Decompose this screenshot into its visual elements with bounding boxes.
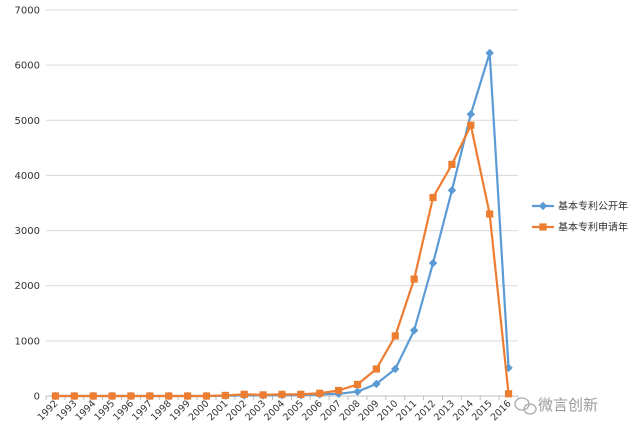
x-tick-label: 2012	[413, 398, 438, 423]
data-point	[409, 326, 419, 335]
data-point	[70, 392, 78, 400]
data-point	[485, 48, 494, 58]
data-point	[127, 392, 135, 400]
series-line	[55, 51, 510, 398]
data-point	[184, 392, 192, 400]
legend-label: 基本专利申请年	[558, 221, 628, 234]
x-tick-label: 1994	[73, 398, 98, 423]
data-point	[278, 390, 286, 398]
y-tick-label: 5000	[15, 116, 40, 127]
x-tick-label: 2005	[281, 398, 306, 423]
y-tick-label: 4000	[15, 171, 40, 182]
x-tick-label: 2008	[338, 398, 363, 423]
series	[51, 48, 513, 401]
x-tick-label: 2013	[432, 398, 457, 423]
data-point	[297, 390, 305, 398]
x-tick-label: 2004	[262, 398, 287, 423]
x-tick-label: 2002	[224, 398, 249, 423]
data-point	[259, 391, 267, 399]
data-point	[428, 258, 438, 268]
legend-entry: 基本专利公开年	[532, 200, 628, 213]
data-point	[51, 392, 60, 400]
data-point	[221, 391, 229, 400]
data-point	[467, 121, 475, 129]
wechat-icon	[514, 397, 537, 415]
watermark: 微言创新	[514, 396, 598, 415]
data-point	[335, 386, 343, 395]
x-tick-label: 2010	[376, 398, 401, 423]
x-tick-label: 2006	[300, 398, 325, 423]
data-point	[486, 210, 494, 218]
x-tick-label: 2014	[451, 398, 476, 423]
x-tick-label: 2011	[394, 398, 419, 423]
watermark-text: 微言创新	[538, 396, 598, 414]
x-tick-labels: 1992199319941995199619971998199920002001…	[36, 398, 514, 423]
data-point	[108, 392, 116, 400]
legend-marker	[539, 223, 547, 231]
series-line	[55, 124, 510, 398]
x-tick-label: 2009	[357, 398, 382, 423]
data-point	[410, 275, 418, 283]
y-tick-label: 3000	[15, 226, 40, 237]
data-point	[372, 379, 381, 389]
x-tick-label: 1995	[92, 398, 117, 423]
data-point	[240, 390, 248, 398]
data-point	[165, 392, 173, 400]
legend-marker	[538, 201, 548, 211]
x-tick-label: 2007	[319, 398, 344, 423]
series-1	[51, 48, 513, 401]
data-point	[353, 387, 362, 396]
x-tick-label: 2000	[187, 398, 212, 423]
series-2	[51, 121, 513, 400]
data-point	[504, 390, 513, 398]
x-tick-label: 2015	[470, 398, 495, 423]
x-tick-label: 2001	[206, 398, 231, 423]
x-tick-label: 2003	[243, 398, 268, 423]
x-tick-label: 1993	[55, 398, 80, 423]
x-tick-label: 1998	[149, 398, 174, 423]
y-tick-label: 1000	[15, 336, 40, 347]
data-point	[202, 392, 211, 400]
y-tick-label: 0	[34, 392, 40, 403]
x-tick-label: 2016	[489, 398, 514, 423]
legend-entry: 基本专利申请年	[532, 221, 628, 234]
data-point	[448, 160, 456, 168]
y-tick-label: 6000	[15, 61, 40, 72]
data-point	[391, 364, 400, 374]
y-tick-label: 2000	[15, 281, 40, 292]
grid	[46, 9, 518, 342]
data-point	[146, 392, 154, 400]
x-tick-label: 1997	[130, 398, 155, 423]
data-point	[353, 380, 362, 389]
data-point	[89, 392, 97, 400]
x-tick-label: 1999	[168, 398, 193, 423]
y-tick-label: 7000	[15, 6, 40, 17]
data-point	[466, 110, 475, 119]
data-point	[316, 389, 324, 397]
y-tick-labels: 0 1000 2000 3000 4000 5000 6000 7000	[15, 6, 40, 403]
legend-label: 基本专利公开年	[558, 200, 628, 213]
data-point	[372, 365, 380, 373]
data-point	[447, 186, 457, 195]
x-tick-label: 1996	[111, 398, 136, 423]
data-point	[391, 332, 399, 340]
data-point	[429, 193, 437, 202]
